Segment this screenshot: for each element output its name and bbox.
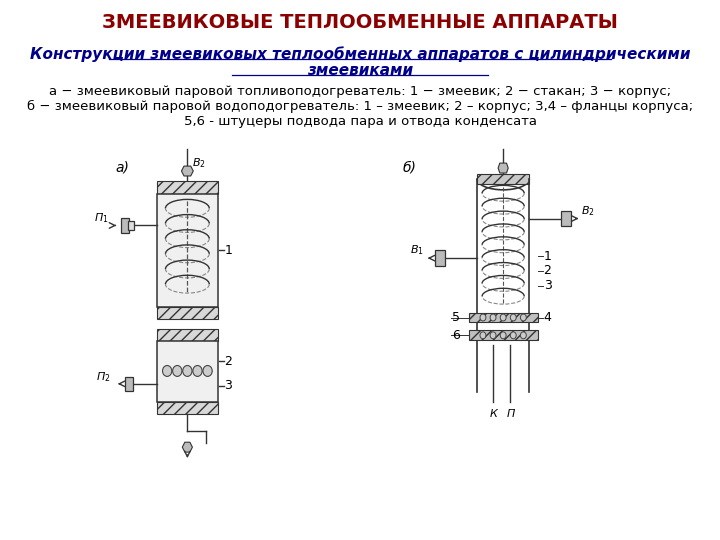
Text: 2: 2 — [544, 265, 552, 278]
Text: 6: 6 — [451, 329, 459, 342]
Bar — [157, 194, 217, 307]
Text: ЗМЕЕВИКОВЫЕ ТЕПЛООБМЕННЫЕ АППАРАТЫ: ЗМЕЕВИКОВЫЕ ТЕПЛООБМЕННЫЕ АППАРАТЫ — [102, 13, 618, 32]
Text: 1: 1 — [225, 244, 233, 256]
Circle shape — [173, 366, 182, 376]
Text: 3: 3 — [544, 279, 552, 292]
Circle shape — [490, 332, 496, 339]
Text: Конструкции змеевиковых теплообменных аппаратов с цилиндрическими: Конструкции змеевиковых теплообменных ап… — [30, 46, 690, 62]
Text: К: К — [490, 408, 498, 418]
Text: 2: 2 — [225, 355, 233, 368]
Polygon shape — [181, 166, 193, 176]
Bar — [435, 250, 445, 266]
Circle shape — [500, 332, 506, 339]
Text: 4: 4 — [544, 311, 552, 324]
Bar — [469, 313, 538, 322]
Bar — [121, 218, 130, 233]
Circle shape — [480, 314, 486, 321]
Circle shape — [183, 366, 192, 376]
Text: $B_2$: $B_2$ — [192, 156, 206, 170]
Circle shape — [490, 314, 496, 321]
Circle shape — [193, 366, 202, 376]
Circle shape — [510, 332, 516, 339]
Circle shape — [510, 314, 516, 321]
Bar — [469, 330, 538, 340]
Bar — [157, 402, 217, 414]
Bar — [157, 341, 217, 402]
Text: $П_2$: $П_2$ — [96, 370, 111, 384]
Bar — [125, 377, 133, 391]
Text: $П_1$: $П_1$ — [94, 212, 109, 225]
Text: П: П — [507, 408, 515, 418]
Text: а − змеевиковый паровой топливоподогреватель: 1 − змеевик; 2 − стакан; 3 − корпу: а − змеевиковый паровой топливоподогрева… — [49, 85, 671, 98]
Text: змеевиками: змеевиками — [307, 63, 413, 78]
Circle shape — [480, 332, 486, 339]
Text: 3: 3 — [225, 379, 233, 392]
Text: б − змеевиковый паровой водоподогреватель: 1 – змеевик; 2 – корпус; 3,4 – фланцы: б − змеевиковый паровой водоподогревател… — [27, 100, 693, 113]
Polygon shape — [498, 163, 508, 173]
Bar — [157, 307, 217, 320]
Text: б): б) — [402, 160, 416, 174]
Text: 5,6 - штуцеры подвода пара и отвода конденсата: 5,6 - штуцеры подвода пара и отвода конд… — [184, 115, 536, 128]
Circle shape — [163, 366, 172, 376]
Text: $B_2$: $B_2$ — [582, 204, 595, 218]
Circle shape — [500, 314, 506, 321]
Bar — [562, 211, 572, 226]
Bar — [127, 220, 135, 231]
Bar — [157, 181, 217, 194]
Circle shape — [521, 314, 526, 321]
Circle shape — [521, 332, 526, 339]
Polygon shape — [182, 442, 192, 452]
Bar — [477, 174, 529, 184]
Text: а): а) — [116, 160, 130, 174]
Text: $B_1$: $B_1$ — [410, 244, 423, 257]
Text: 1: 1 — [544, 249, 552, 262]
Bar — [157, 329, 217, 341]
Circle shape — [203, 366, 212, 376]
Text: 5: 5 — [451, 311, 460, 324]
